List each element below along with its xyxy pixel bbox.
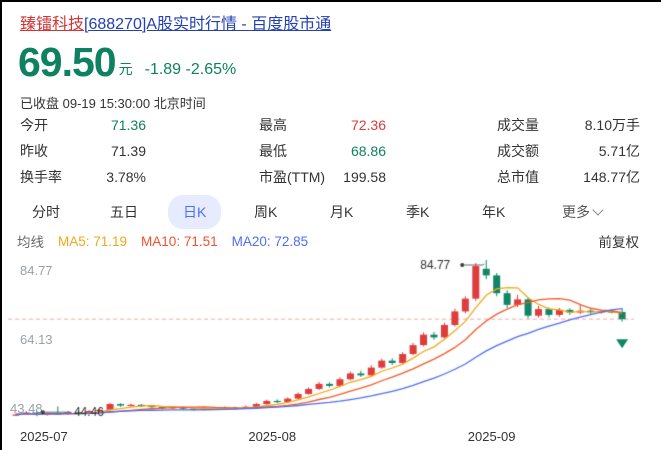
stat-pe-ttm: 市盈(TTM) 199.58: [259, 164, 386, 190]
stat-value: 8.10万手: [584, 117, 640, 133]
stat-volume: 成交量 8.10万手: [497, 112, 640, 138]
stats-column-3: 成交量 8.10万手 成交额 5.71亿 总市值 148.77亿: [497, 112, 640, 190]
stat-value: 71.39: [110, 143, 146, 159]
current-price: 69.50: [18, 39, 117, 85]
stats-column-2: 最高 72.36 最低 68.86 市盈(TTM) 199.58: [259, 112, 386, 190]
quote-price-row: 69.50 元 -1.89 -2.65%: [18, 42, 236, 83]
price-unit: 元: [118, 61, 133, 77]
kline-canvas[interactable]: [2, 255, 661, 427]
stat-label: 成交额: [497, 143, 539, 159]
change-percent: -2.65%: [185, 61, 237, 78]
ma-legend-title: 均线: [17, 235, 44, 250]
stat-open: 今开 71.36: [20, 112, 146, 138]
stat-turnover-rate: 换手率 3.78%: [20, 164, 146, 190]
stat-market-cap: 总市值 148.77亿: [497, 164, 640, 190]
tab-more[interactable]: 更多: [562, 202, 604, 222]
stat-value: 148.77亿: [583, 169, 640, 185]
chart-period-tabs: 分时 五日 日K 周K 月K 季K 年K 更多: [2, 192, 661, 229]
stats-column-1: 今开 71.36 昨收 71.39 换手率 3.78%: [20, 112, 146, 190]
stat-value: 5.71亿: [598, 143, 640, 159]
x-tick-label: 2025-07: [20, 429, 68, 444]
stat-prev-close: 昨收 71.39: [20, 138, 146, 164]
ma5-legend: MA5: 71.19: [58, 233, 128, 249]
ma20-legend: MA20: 72.85: [231, 233, 309, 249]
stat-high: 最高 72.36: [259, 112, 386, 138]
kline-chart: 84.77 64.13 43.48 2025-07 2025-08 2025-0…: [2, 255, 661, 450]
stat-label: 市盈(TTM): [259, 169, 326, 185]
stat-label: 最高: [259, 117, 287, 133]
change-amount: -1.89: [144, 61, 182, 78]
stat-label: 最低: [259, 143, 287, 159]
x-tick-label: 2025-09: [467, 429, 516, 444]
stat-value: 199.58: [343, 169, 386, 185]
ma-legend: 均线 MA5: 71.19 MA10: 71.51 MA20: 72.85 前复…: [17, 231, 639, 251]
tab-monthly-k[interactable]: 月K: [330, 204, 354, 220]
x-tick-label: 2025-08: [248, 429, 297, 444]
tab-quarterly-k[interactable]: 季K: [406, 204, 430, 220]
stat-value: 68.86: [350, 143, 386, 159]
stat-value: 3.78%: [106, 169, 146, 185]
tab-weekly-k[interactable]: 周K: [254, 204, 278, 220]
tab-five-day[interactable]: 五日: [110, 204, 138, 220]
stat-label: 成交量: [497, 117, 539, 133]
market-status-line: 已收盘 09-19 15:30:00 北京时间: [20, 96, 206, 111]
title-suffix[interactable]: [688270]A股实时行情 - 百度股市通: [84, 16, 332, 33]
stat-low: 最低 68.86: [259, 138, 386, 164]
stat-amount: 成交额 5.71亿: [497, 138, 640, 164]
tab-minute[interactable]: 分时: [32, 204, 60, 220]
chevron-down-icon: [592, 204, 604, 216]
stat-label: 今开: [20, 117, 48, 133]
stat-label: 换手率: [20, 169, 62, 185]
ma10-legend: MA10: 71.51: [141, 233, 218, 249]
price-change: -1.89 -2.65%: [145, 61, 237, 79]
stat-value: 71.36: [110, 117, 146, 133]
stat-label: 总市值: [497, 169, 539, 185]
stock-name[interactable]: 臻镭科技: [20, 16, 85, 33]
tab-yearly-k[interactable]: 年K: [482, 204, 506, 220]
tab-daily-k[interactable]: 日K: [168, 195, 222, 229]
tab-more-label: 更多: [562, 204, 590, 220]
stat-label: 昨收: [20, 143, 48, 159]
stat-value: 72.36: [350, 117, 386, 133]
adjust-mode-toggle[interactable]: 前复权: [598, 235, 640, 250]
page-title-link[interactable]: 臻镭科技[688270]A股实时行情 - 百度股市通: [20, 10, 331, 34]
